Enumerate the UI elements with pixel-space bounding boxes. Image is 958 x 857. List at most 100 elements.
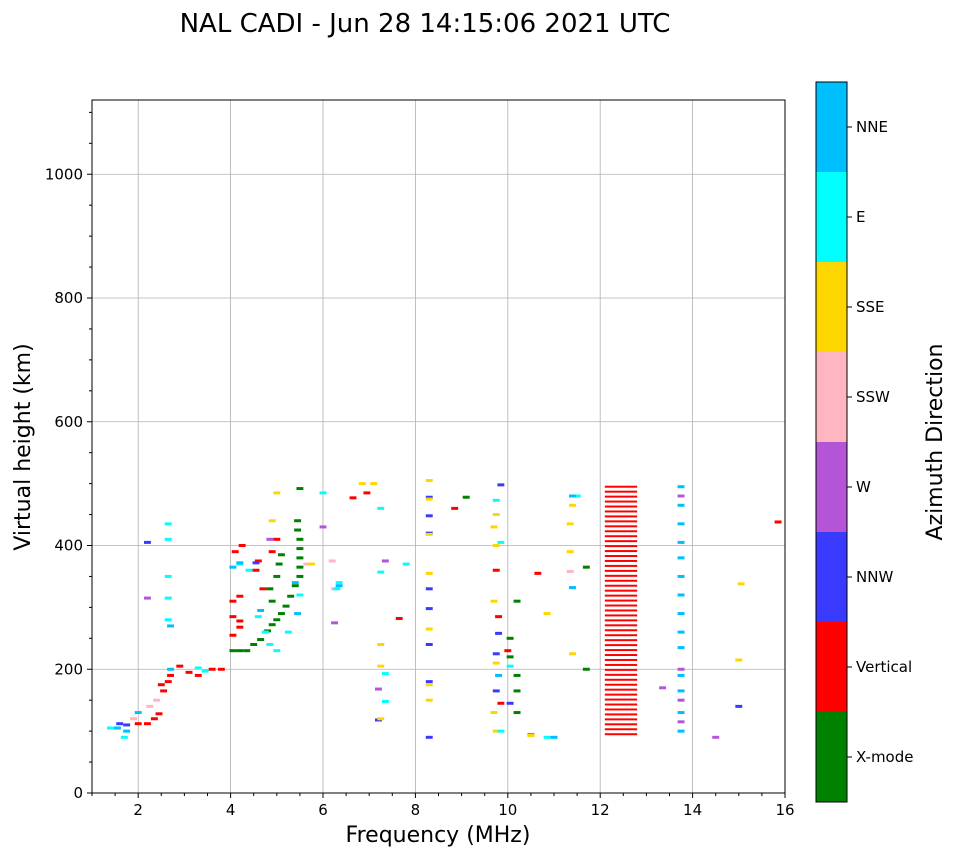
- echo-mark-x-mode: [291, 584, 299, 588]
- echo-mark-x-mode: [296, 574, 304, 578]
- echo-mark-nne: [677, 612, 685, 616]
- echo-mark-vertical: [497, 701, 505, 705]
- echo-stack-line: [604, 559, 638, 562]
- echo-stack-line: [604, 624, 638, 627]
- echo-mark-sse: [377, 717, 385, 721]
- echo-mark-vertical: [534, 571, 542, 575]
- echo-stack-line: [604, 564, 638, 567]
- echo-mark-sse: [566, 522, 574, 526]
- colorbar-segment: [816, 442, 847, 532]
- echo-mark-nnw: [735, 704, 743, 708]
- echo-mark-sse: [273, 491, 281, 495]
- echo-mark-sse: [490, 599, 498, 603]
- x-tick-label: 12: [591, 801, 610, 819]
- echo-stack-line: [604, 654, 638, 657]
- echo-mark-e: [273, 649, 281, 653]
- echo-stack-line: [604, 609, 638, 612]
- echo-mark-nne: [677, 522, 685, 526]
- echo-mark-e: [381, 699, 389, 703]
- y-tick-label: 600: [54, 413, 83, 431]
- echo-mark-sse: [425, 627, 433, 631]
- echo-stack-line: [604, 485, 638, 488]
- echo-mark-sse: [737, 582, 745, 586]
- echo-mark-x-mode: [275, 562, 283, 566]
- echo-mark-nne: [291, 581, 299, 585]
- colorbar-tick-label: E: [856, 208, 865, 226]
- echo-mark-e: [492, 498, 500, 502]
- echo-mark-sse: [377, 643, 385, 646]
- echo-mark-sse: [425, 698, 433, 702]
- echo-mark-vertical: [155, 712, 163, 716]
- echo-stack-line: [604, 584, 638, 587]
- echo-mark-nne: [167, 624, 175, 628]
- y-axis-ticks: 0 200 400 600 800 1000: [45, 111, 92, 802]
- echo-mark-sse: [492, 544, 500, 547]
- echo-stack-line: [604, 644, 638, 647]
- echo-mark-e: [266, 643, 274, 646]
- echo-mark-e: [245, 568, 253, 572]
- y-tick-label: 1000: [45, 165, 83, 183]
- echo-stack-line: [604, 535, 638, 538]
- echo-stack-line: [604, 649, 638, 652]
- echo-stack-line: [604, 530, 638, 533]
- echo-mark-e: [164, 574, 172, 578]
- echo-mark-nne: [550, 735, 558, 739]
- echo-mark-x-mode: [296, 537, 304, 541]
- echo-mark-vertical: [185, 670, 193, 674]
- echo-mark-e: [377, 506, 385, 510]
- echo-mark-x-mode: [513, 711, 521, 715]
- echo-mark-vertical: [194, 673, 202, 677]
- echo-mark-nnw: [252, 561, 260, 565]
- echo-mark-x-mode: [277, 553, 285, 557]
- echo-mark-x-mode: [582, 565, 590, 569]
- echo-mark-nnw: [425, 495, 433, 499]
- echo-mark-sse: [566, 550, 574, 554]
- echo-mark-x-mode: [296, 556, 304, 560]
- echo-mark-x-mode: [236, 649, 244, 653]
- echo-stack-line: [604, 574, 638, 577]
- echo-mark-vertical: [774, 520, 782, 524]
- colorbar-tick-label: NNE: [856, 118, 888, 136]
- echo-mark-nnw: [492, 689, 500, 693]
- echo-stack-line: [604, 589, 638, 592]
- echo-stack-line: [604, 728, 638, 731]
- echo-mark-nnw: [143, 540, 151, 544]
- echo-mark-nne: [677, 540, 685, 544]
- echo-mark-nnw: [425, 735, 433, 739]
- echo-mark-vertical: [238, 544, 246, 547]
- echo-stack-line: [604, 599, 638, 602]
- echo-stack-line: [604, 550, 638, 553]
- echo-mark-w: [381, 559, 389, 563]
- echo-mark-vertical: [217, 667, 225, 671]
- colorbar-frame: [815, 81, 848, 803]
- echo-stack-line: [604, 718, 638, 721]
- echo-stack-line: [604, 693, 638, 696]
- echo-mark-nne: [167, 667, 175, 671]
- echo-mark-vertical: [495, 615, 503, 619]
- echo-mark-sse: [543, 612, 551, 616]
- echo-mark-vertical: [134, 722, 142, 726]
- data-marks: [107, 479, 782, 739]
- echo-mark-x-mode: [268, 623, 276, 627]
- echo-mark-x-mode: [513, 599, 521, 603]
- echo-mark-nne: [294, 612, 302, 616]
- echo-stack-line: [604, 629, 638, 632]
- echo-stack-line: [604, 555, 638, 558]
- echo-mark-nne: [677, 673, 685, 677]
- echo-mark-x-mode: [266, 587, 274, 591]
- echo-mark-sse: [490, 711, 498, 715]
- chart-title: NAL CADI - Jun 28 14:15:06 2021 UTC: [180, 9, 671, 39]
- echo-mark-w: [143, 596, 151, 600]
- y-tick-label: 0: [73, 784, 83, 802]
- echo-mark-nne: [229, 565, 237, 569]
- echo-mark-x-mode: [287, 594, 295, 598]
- echo-mark-vertical: [254, 559, 262, 563]
- echo-mark-e: [201, 669, 209, 673]
- echo-mark-x-mode: [282, 604, 290, 608]
- echo-mark-sse: [268, 519, 276, 523]
- echo-mark-x-mode: [273, 618, 281, 622]
- echo-mark-nne: [677, 485, 685, 489]
- echo-mark-vertical: [268, 550, 276, 554]
- echo-stack-line: [604, 505, 638, 508]
- echo-mark-x-mode: [294, 519, 302, 523]
